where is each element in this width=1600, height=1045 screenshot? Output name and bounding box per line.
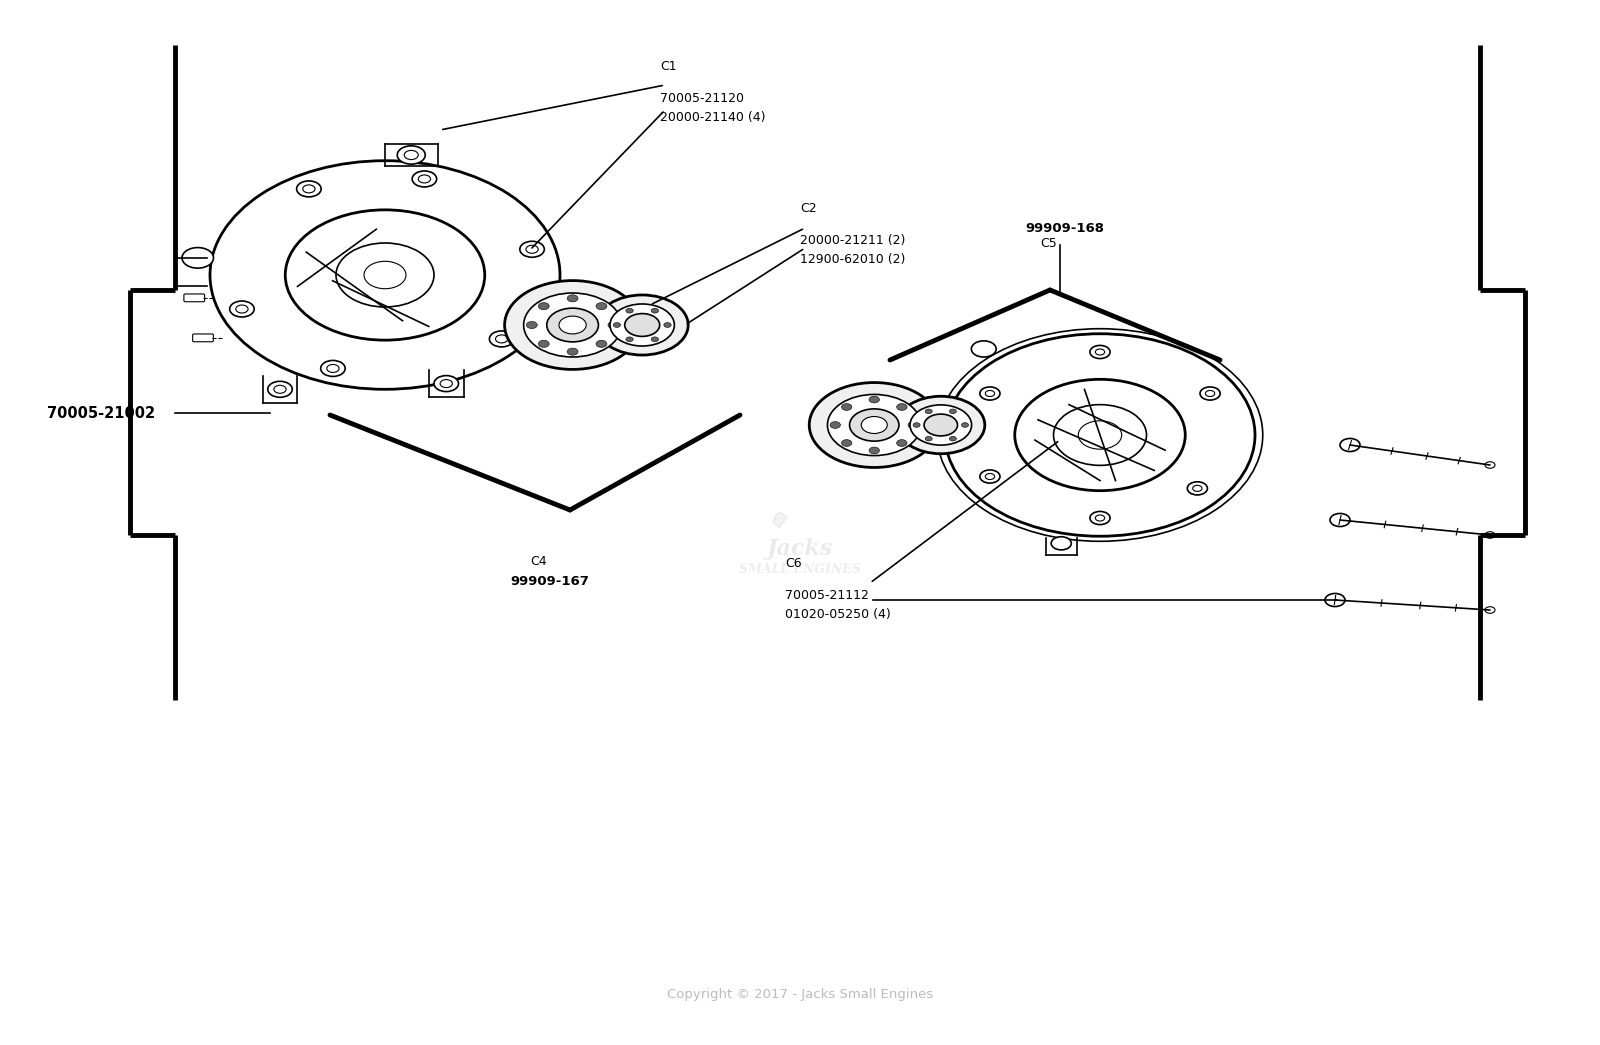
Circle shape bbox=[434, 375, 459, 392]
Text: Jacks: Jacks bbox=[766, 537, 834, 560]
Text: 99909-167: 99909-167 bbox=[510, 575, 589, 588]
Circle shape bbox=[597, 295, 688, 355]
Circle shape bbox=[842, 403, 851, 411]
Text: 20000-21211 (2): 20000-21211 (2) bbox=[800, 234, 906, 247]
Circle shape bbox=[869, 396, 880, 403]
Circle shape bbox=[979, 387, 1000, 400]
Text: SMALL ENGINES: SMALL ENGINES bbox=[739, 563, 861, 576]
FancyBboxPatch shape bbox=[184, 294, 205, 302]
Circle shape bbox=[910, 404, 971, 445]
Circle shape bbox=[861, 417, 888, 434]
Circle shape bbox=[1485, 607, 1494, 613]
Circle shape bbox=[182, 248, 213, 269]
Circle shape bbox=[1341, 439, 1360, 451]
Circle shape bbox=[296, 181, 322, 196]
Circle shape bbox=[914, 422, 920, 427]
Circle shape bbox=[547, 308, 598, 342]
Circle shape bbox=[830, 421, 840, 428]
Circle shape bbox=[520, 241, 544, 257]
Circle shape bbox=[1187, 482, 1208, 495]
Text: C1: C1 bbox=[661, 60, 677, 73]
Circle shape bbox=[827, 394, 922, 456]
Circle shape bbox=[610, 304, 675, 346]
Circle shape bbox=[869, 447, 880, 454]
Circle shape bbox=[664, 323, 670, 327]
Text: Copyright © 2017 - Jacks Small Engines: Copyright © 2017 - Jacks Small Engines bbox=[667, 989, 933, 1001]
Circle shape bbox=[504, 281, 640, 370]
Text: C5: C5 bbox=[1040, 237, 1056, 250]
Circle shape bbox=[962, 422, 968, 427]
Circle shape bbox=[651, 336, 659, 342]
Circle shape bbox=[1485, 462, 1494, 468]
Text: 20000-21140 (4): 20000-21140 (4) bbox=[661, 111, 765, 123]
Circle shape bbox=[810, 382, 939, 467]
Circle shape bbox=[597, 341, 606, 347]
Circle shape bbox=[896, 403, 907, 411]
Circle shape bbox=[626, 336, 634, 342]
Text: 12900-62010 (2): 12900-62010 (2) bbox=[800, 253, 906, 265]
Circle shape bbox=[626, 308, 634, 314]
Circle shape bbox=[608, 322, 619, 328]
Circle shape bbox=[1330, 513, 1350, 527]
Circle shape bbox=[526, 322, 538, 328]
Circle shape bbox=[490, 331, 514, 347]
Text: 70005-21002: 70005-21002 bbox=[46, 405, 155, 420]
Circle shape bbox=[850, 409, 899, 441]
Circle shape bbox=[971, 341, 997, 357]
Circle shape bbox=[523, 293, 621, 357]
Text: C6: C6 bbox=[786, 557, 802, 570]
Circle shape bbox=[909, 421, 918, 428]
Circle shape bbox=[566, 295, 578, 302]
Circle shape bbox=[949, 437, 957, 441]
Circle shape bbox=[925, 414, 957, 436]
Text: 70005-21112: 70005-21112 bbox=[786, 588, 869, 602]
Text: C2: C2 bbox=[800, 202, 816, 215]
Circle shape bbox=[1051, 537, 1072, 550]
Circle shape bbox=[613, 323, 621, 327]
Polygon shape bbox=[773, 512, 787, 528]
Circle shape bbox=[1485, 532, 1494, 538]
Circle shape bbox=[566, 348, 578, 355]
Text: 70005-21120: 70005-21120 bbox=[661, 92, 744, 104]
Circle shape bbox=[397, 146, 426, 164]
Circle shape bbox=[267, 381, 293, 397]
Text: 99909-168: 99909-168 bbox=[1026, 222, 1104, 235]
Circle shape bbox=[230, 301, 254, 317]
Circle shape bbox=[842, 440, 851, 446]
Circle shape bbox=[896, 440, 907, 446]
Text: C4: C4 bbox=[530, 555, 547, 568]
Circle shape bbox=[651, 308, 659, 314]
Circle shape bbox=[1090, 511, 1110, 525]
Circle shape bbox=[925, 409, 933, 414]
Circle shape bbox=[925, 437, 933, 441]
Text: 01020-05250 (4): 01020-05250 (4) bbox=[786, 607, 891, 621]
FancyBboxPatch shape bbox=[192, 334, 213, 342]
Circle shape bbox=[1090, 346, 1110, 358]
Circle shape bbox=[538, 341, 549, 347]
Circle shape bbox=[558, 317, 586, 334]
Circle shape bbox=[1325, 594, 1346, 606]
Circle shape bbox=[896, 396, 984, 454]
Circle shape bbox=[538, 303, 549, 309]
Circle shape bbox=[597, 303, 606, 309]
Circle shape bbox=[413, 171, 437, 187]
Circle shape bbox=[1200, 387, 1221, 400]
Circle shape bbox=[320, 361, 346, 376]
Circle shape bbox=[624, 314, 659, 336]
Circle shape bbox=[949, 409, 957, 414]
Circle shape bbox=[979, 470, 1000, 483]
